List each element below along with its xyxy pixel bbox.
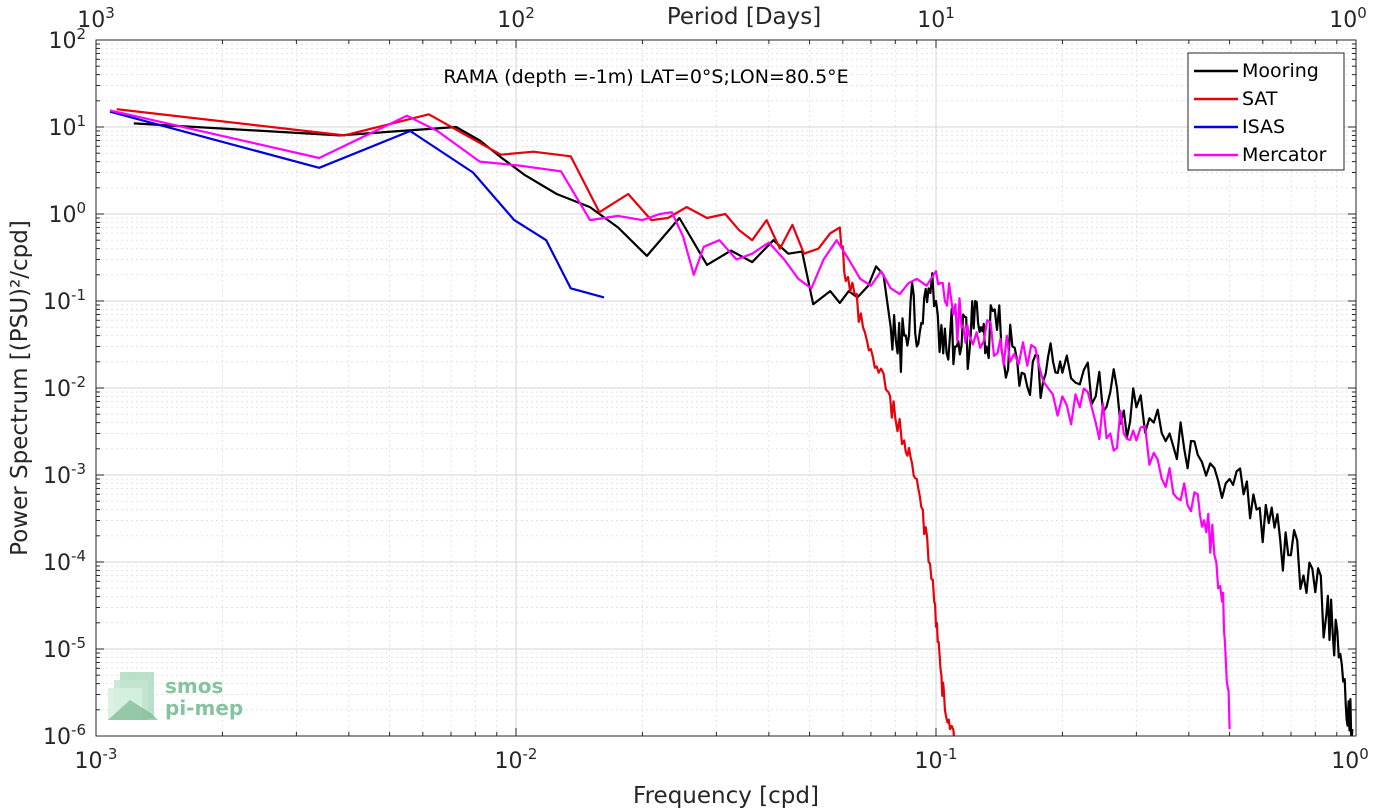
logo-line2: pi-mep bbox=[165, 696, 243, 720]
legend-box bbox=[1187, 52, 1345, 171]
top-tick-label: 102 bbox=[497, 4, 535, 33]
y-tick-label: 10-6 bbox=[43, 721, 86, 750]
legend-label: SAT bbox=[1242, 88, 1278, 110]
logo-graphic-icon bbox=[108, 672, 158, 720]
legend-item-isas: ISAS bbox=[1194, 116, 1285, 138]
series-layer bbox=[109, 108, 1354, 736]
y-tick-label: 100 bbox=[48, 199, 86, 228]
legend-item-sat: SAT bbox=[1194, 88, 1278, 110]
y-tick-label: 10-1 bbox=[43, 286, 86, 315]
top-tick-label: 100 bbox=[1329, 4, 1367, 33]
series-line-isas bbox=[109, 110, 605, 299]
chart-title: RAMA (depth =-1m) LAT=0°S;LON=80.5°E bbox=[443, 66, 848, 88]
minor-grid bbox=[96, 40, 1356, 736]
x-tick-label: 10-2 bbox=[495, 745, 538, 774]
y-tick-label: 10-3 bbox=[43, 460, 86, 489]
x-tick-label: 100 bbox=[1331, 745, 1369, 774]
x-tick-label: 10-1 bbox=[915, 745, 958, 774]
series-line-mercator bbox=[109, 109, 1231, 730]
y-tick-labels: 102 101 100 10-1 10-2 10-3 10-4 10-5 10-6 bbox=[43, 25, 86, 750]
x-tick-label: 10-3 bbox=[75, 745, 118, 774]
top-tick-labels: 103 102 101 100 bbox=[77, 4, 1367, 33]
legend-label: Mooring bbox=[1242, 60, 1319, 82]
legend-label: ISAS bbox=[1242, 116, 1285, 138]
y-tick-label: 101 bbox=[48, 112, 86, 141]
y-tick-label: 10-2 bbox=[43, 373, 86, 402]
top-tick-label: 101 bbox=[917, 4, 955, 33]
top-tick-label: 103 bbox=[77, 4, 115, 33]
legend-item-mercator: Mercator bbox=[1194, 144, 1327, 166]
tick-marks bbox=[95, 40, 1356, 737]
x-tick-labels: 10-3 10-2 10-1 100 bbox=[75, 745, 1369, 774]
series-line-sat bbox=[116, 108, 956, 736]
top-axis-label: Period [Days] bbox=[667, 4, 821, 30]
x-axis-label: Frequency [cpd] bbox=[633, 783, 819, 809]
y-tick-label: 10-5 bbox=[43, 634, 86, 663]
legend-label: Mercator bbox=[1242, 144, 1327, 166]
smos-pi-mep-logo: smos pi-mep bbox=[108, 672, 243, 720]
logo-line1: smos bbox=[165, 674, 223, 698]
legend: Mooring SAT ISAS Mercator bbox=[1187, 52, 1345, 171]
legend-item-mooring: Mooring bbox=[1194, 60, 1319, 82]
y-tick-label: 10-4 bbox=[43, 547, 86, 576]
y-tick-label: 102 bbox=[48, 25, 86, 54]
y-axis-label: Power Spectrum [(PSU)²/cpd] bbox=[7, 220, 33, 556]
